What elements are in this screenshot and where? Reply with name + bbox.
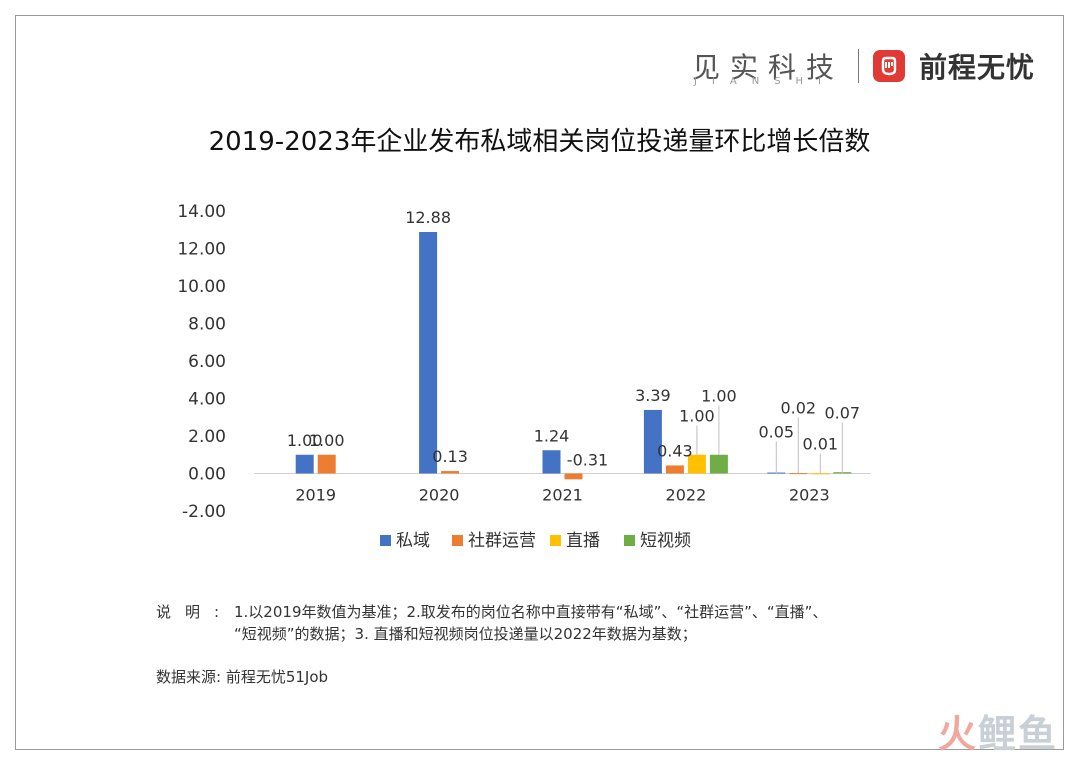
legend-label-私域: 私域	[396, 531, 430, 551]
data-label-2022-短视频: 1.00	[701, 387, 737, 406]
chart-card: 见实科技 JIANSHI 前程无忧 2019-2023年企业发布私域相关岗位投递…	[15, 15, 1064, 750]
y-tick-label: 10.00	[177, 277, 226, 297]
data-label-2022-社群运营: 0.43	[657, 441, 693, 460]
bar-2023-社群运营	[789, 473, 808, 475]
bar-2019-私域	[295, 454, 314, 474]
y-axis-ticks: 14.00 12.00 10.00 8.00 6.00 4.00 2.00 0.00 -2.00	[177, 202, 226, 522]
watermark-logo: 火鲤鱼	[938, 703, 1058, 758]
y-tick-label: 12.00	[177, 240, 226, 260]
notes-label: 说明:	[156, 603, 234, 621]
bar-2022-社群运营	[665, 465, 684, 474]
data-label-2021-私域: 1.24	[534, 426, 570, 445]
legend-swatch-直播	[550, 535, 561, 546]
brand-header: 见实科技 JIANSHI 前程无忧	[692, 36, 1035, 96]
bar-2022-短视频	[709, 454, 728, 474]
data-label-2022-私域: 3.39	[635, 386, 671, 405]
bar-2022-私域	[643, 409, 662, 474]
legend-swatch-社群运营	[452, 535, 463, 546]
x-tick-label: 2019	[295, 486, 336, 505]
data-source: 数据来源: 前程无忧51Job	[156, 668, 329, 686]
data-label-2023-直播: 0.01	[802, 435, 838, 454]
data-label-2019-私域: 1.00	[287, 431, 323, 450]
watermark-part-1: 火	[937, 712, 978, 756]
y-tick-label: 4.00	[188, 390, 226, 410]
y-tick-label: 14.00	[177, 202, 226, 222]
chart-notes: 说明: 1.以2019年数值为基准；2.取发布的岗位名称中直接带有“私域”、“社…	[156, 601, 934, 645]
y-tick-label: 8.00	[188, 315, 226, 335]
data-label-2019-社群运营: 1.00	[309, 431, 345, 450]
y-tick-label: -2.00	[182, 502, 226, 522]
bar-2023-直播	[811, 473, 830, 475]
job-logo-icon	[872, 50, 905, 82]
jianshi-logo: 见实科技 JIANSHI	[691, 46, 844, 87]
legend-label-社群运营: 社群运营	[468, 531, 536, 551]
bar-2022-直播	[687, 454, 706, 474]
notes-line-1: 1.以2019年数值为基准；2.取发布的岗位名称中直接带有“私域”、“社群运营”…	[234, 603, 828, 621]
data-label-2023-社群运营: 0.02	[780, 399, 816, 418]
jianshi-subtitle: JIANSHI	[693, 76, 837, 87]
watermark-part-2: 鲤鱼	[977, 712, 1058, 756]
bar-2021-社群运营	[564, 473, 583, 480]
y-tick-label: 2.00	[188, 427, 226, 447]
data-label-2022-直播: 1.00	[679, 407, 715, 426]
notes-line-2: “短视频”的数据；3. 直播和短视频岗位投递量以2022年数据为基数；	[234, 625, 697, 643]
chart-title: 2019-2023年企业发布私域相关岗位投递量环比增长倍数	[208, 127, 871, 157]
legend-swatch-短视频	[624, 535, 635, 546]
x-tick-label: 2020	[419, 486, 460, 505]
data-label-2023-短视频: 0.07	[824, 404, 860, 423]
job-brand-name: 前程无忧	[918, 51, 1035, 84]
bar-2020-社群运营	[441, 471, 460, 474]
bar-series-group	[295, 232, 852, 480]
data-label-2020-私域: 12.88	[405, 208, 451, 227]
data-label-2023-私域: 0.05	[758, 423, 794, 442]
data-label-2020-社群运营: 0.13	[432, 447, 468, 466]
y-tick-label: 6.00	[188, 352, 226, 372]
bar-2020-私域	[419, 232, 438, 474]
chart-legend: 私域 社群运营 直播 短视频	[380, 531, 691, 551]
bar-2019-社群运营	[317, 454, 336, 474]
brand-divider	[857, 49, 859, 83]
x-tick-label: 2022	[666, 486, 707, 505]
jianshi-name: 见实科技	[691, 51, 844, 84]
bar-2021-私域	[542, 450, 561, 474]
legend-label-短视频: 短视频	[640, 531, 691, 551]
y-tick-label: 0.00	[188, 465, 226, 485]
legend-label-直播: 直播	[566, 531, 600, 551]
x-axis-ticks: 2019 2020 2021 2022 2023	[295, 486, 829, 505]
data-label-2021-社群运营: -0.31	[567, 451, 608, 470]
x-tick-label: 2021	[542, 486, 583, 505]
legend-swatch-私域	[380, 535, 391, 546]
data-labels: 1.001.0012.880.131.24-0.313.390.431.001.…	[287, 208, 860, 470]
x-tick-label: 2023	[789, 486, 830, 505]
label-leader-lines	[696, 405, 843, 474]
bar-chart: 14.00 12.00 10.00 8.00 6.00 4.00 2.00 0.00 -2.00…	[177, 202, 871, 551]
